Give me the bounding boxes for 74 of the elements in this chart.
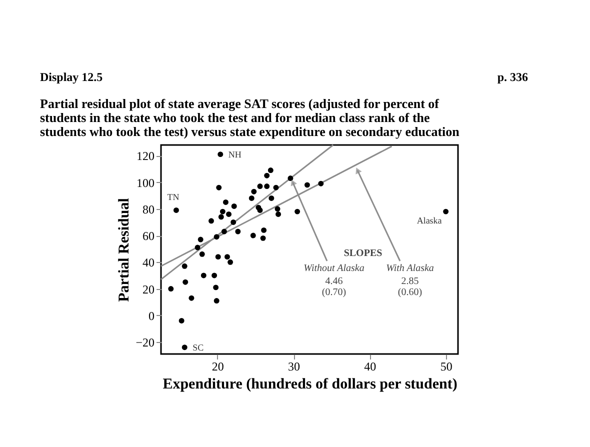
point [214, 298, 220, 304]
point [178, 318, 184, 324]
point [251, 188, 257, 194]
point [248, 196, 254, 201]
point [182, 263, 188, 269]
point [199, 251, 205, 257]
point [288, 176, 294, 182]
x-tick-label: 20 [212, 360, 224, 374]
point [168, 286, 174, 292]
point [268, 196, 274, 201]
x-tick-label: 50 [440, 360, 452, 374]
point [257, 184, 263, 189]
point [264, 184, 270, 189]
y-tick-label: 40 [142, 256, 154, 270]
point [188, 295, 194, 301]
annotation: NH [228, 149, 242, 160]
annotation: TN [167, 192, 180, 202]
point [182, 279, 188, 285]
annotation: 4.46 (0.70) [322, 276, 346, 298]
y-tick-label: 0 [148, 308, 154, 323]
point [261, 227, 267, 233]
point [273, 184, 279, 190]
text: p. 336 [497, 70, 528, 84]
y-tick-label: 80 [142, 202, 154, 216]
annotation: 2.85 (0.60) [398, 276, 422, 298]
point [208, 218, 214, 224]
point [173, 207, 179, 213]
point [318, 180, 324, 186]
y-tick-label: 100 [136, 176, 154, 190]
x-tick-label: 40 [364, 360, 376, 374]
y-tick-label: 20 [142, 282, 154, 296]
point [212, 272, 218, 278]
x-tick-label: 30 [288, 360, 300, 374]
annotation: Without Alaska [304, 263, 364, 274]
chart-title: Partial residual plot of state average SAT scores (adjusted for percent of students in the state who took the test and for median class rank of the students who took the test) versus state expenditure on secondary education [40, 96, 460, 139]
y-tick-label: 120 [136, 149, 154, 164]
point [268, 168, 274, 174]
point [231, 204, 237, 209]
point [304, 182, 310, 188]
point [222, 200, 228, 205]
text: Display 12.5 [40, 70, 103, 84]
point [182, 344, 188, 350]
point [257, 207, 263, 213]
point [260, 235, 266, 241]
point [215, 254, 221, 260]
point [230, 219, 236, 225]
point [218, 152, 224, 158]
point [213, 284, 219, 290]
y-tick-label: −20 [136, 336, 154, 350]
x-axis-title: Expenditure (hundreds of dollars per student) [162, 376, 458, 392]
annotation: SLOPES [344, 248, 383, 259]
point [198, 236, 204, 242]
point [226, 211, 232, 217]
point [235, 228, 241, 234]
y-tick-label: 60 [142, 229, 154, 244]
annotation: Alaska [416, 216, 442, 226]
point [443, 208, 449, 214]
annotation: With Alaska [386, 263, 434, 274]
point [220, 208, 226, 214]
point [264, 172, 270, 178]
point [228, 259, 234, 265]
point [218, 214, 224, 220]
point [276, 211, 282, 217]
point [216, 184, 222, 190]
point [224, 254, 230, 260]
point [274, 206, 280, 212]
y-axis-title: Partial Residual [116, 198, 133, 302]
point [214, 234, 220, 240]
point [194, 244, 200, 250]
point [294, 208, 300, 214]
point [221, 228, 227, 234]
point [250, 232, 256, 238]
annotation: SC [192, 342, 204, 352]
point [200, 272, 206, 278]
